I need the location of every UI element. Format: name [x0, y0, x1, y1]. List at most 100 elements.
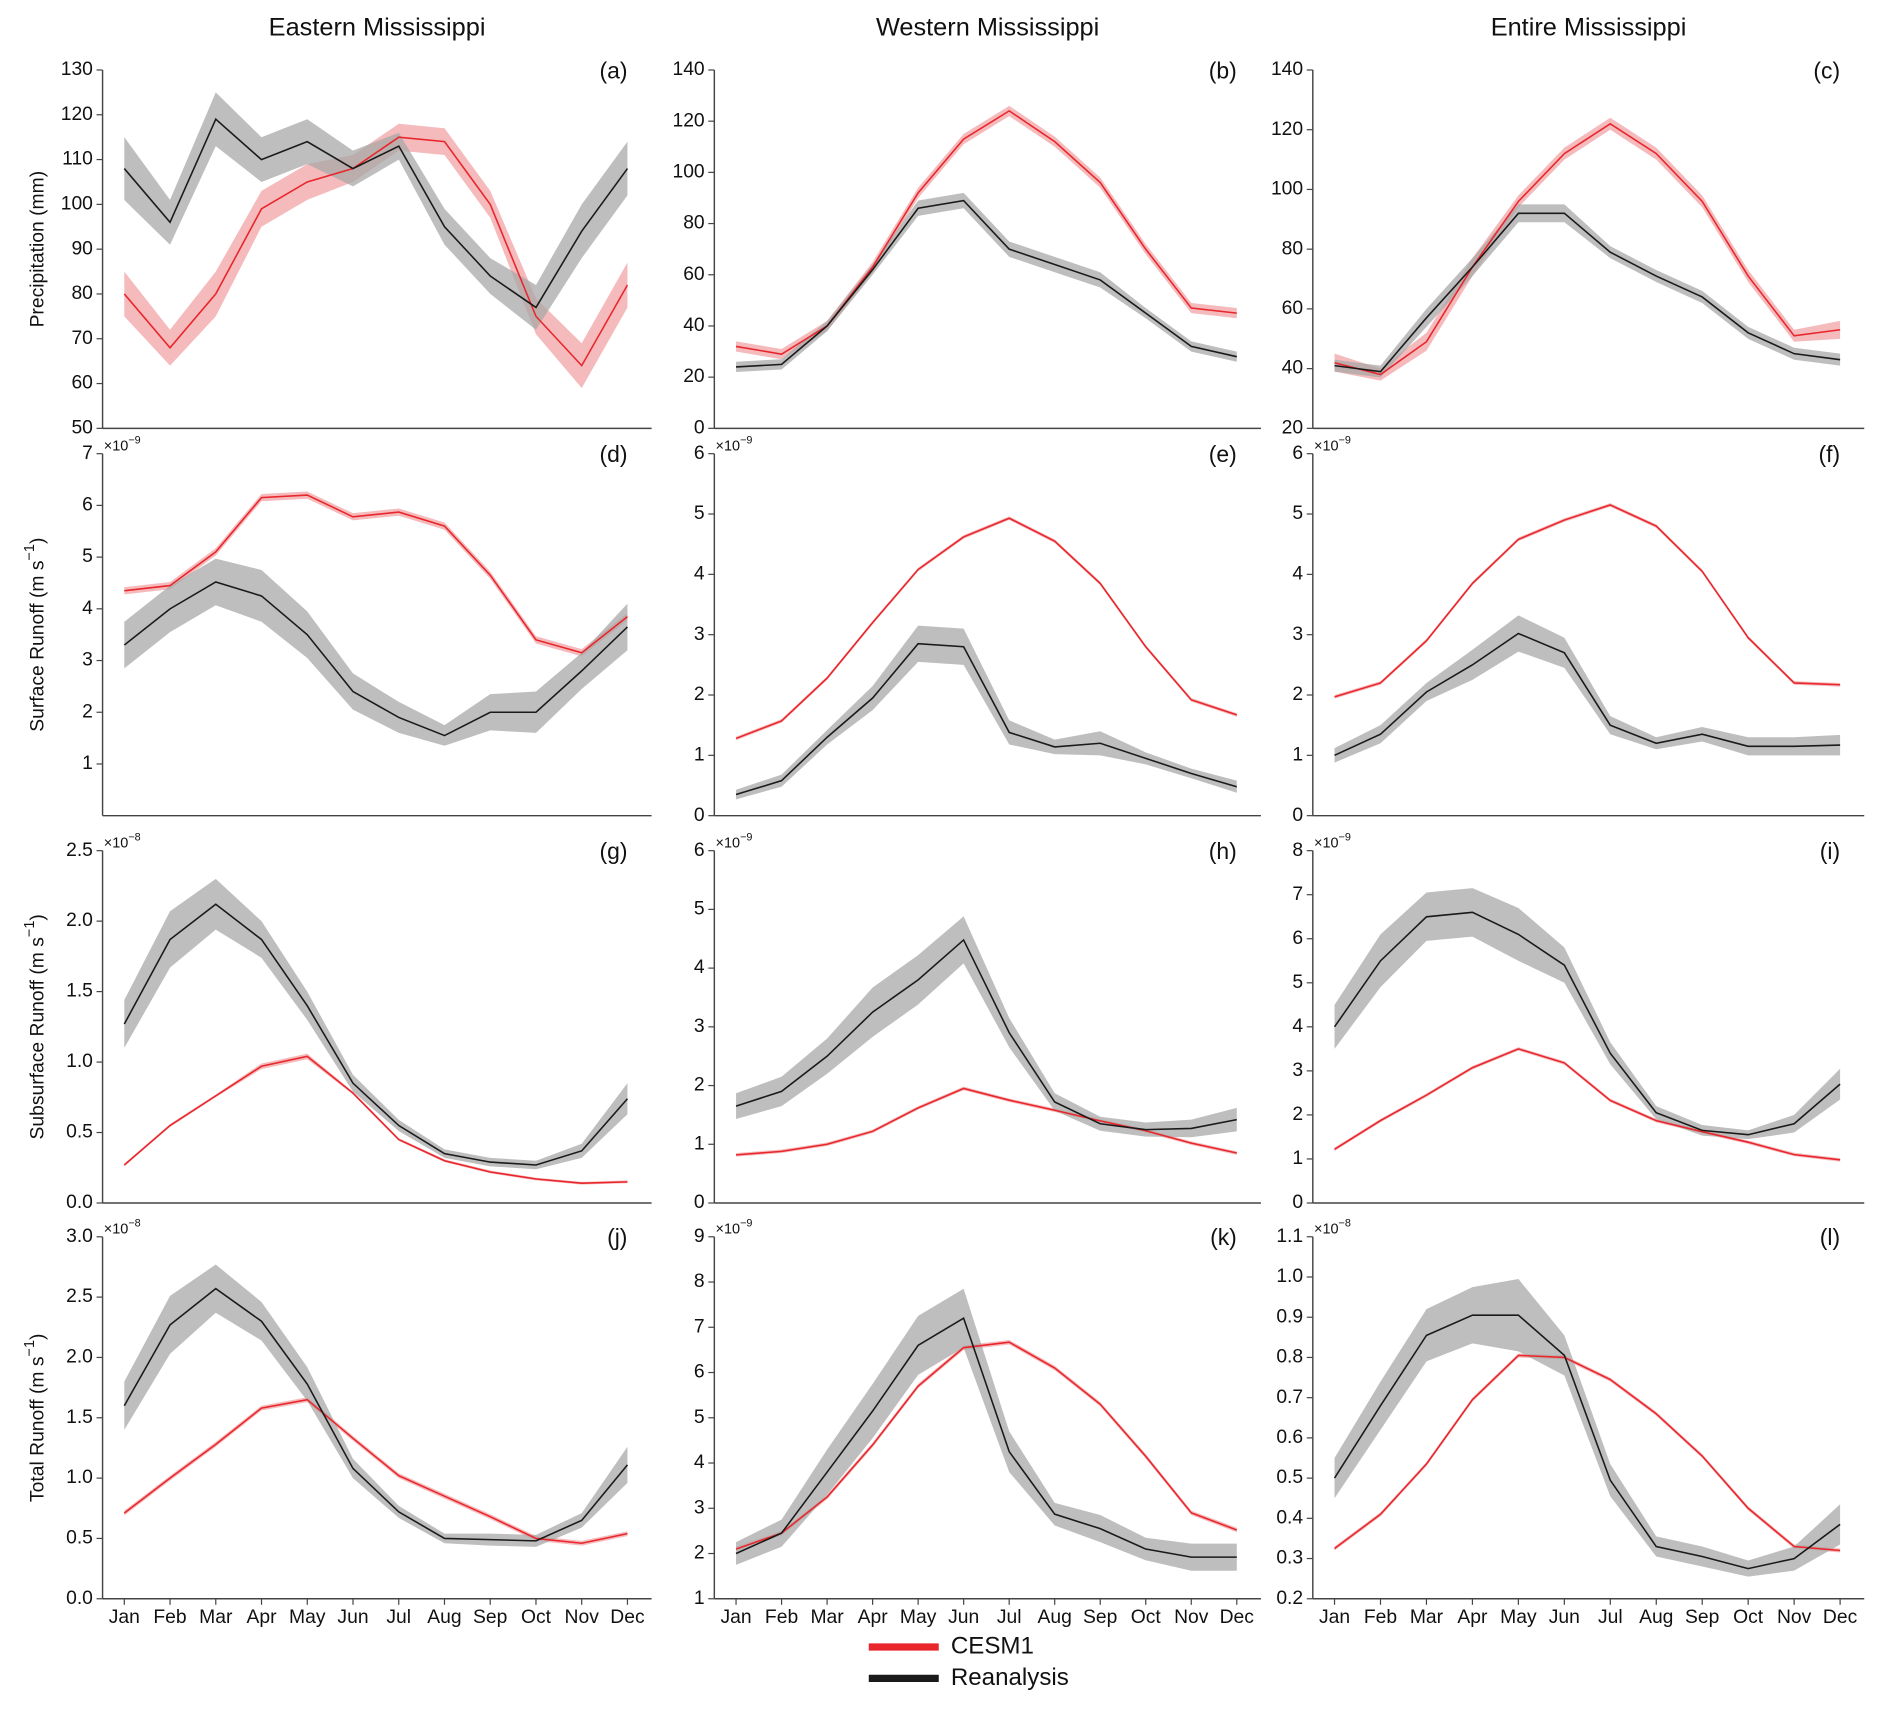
y-tick-label: 100 [61, 193, 93, 214]
axis-multiplier: ×10−8 [104, 1217, 141, 1237]
uncertainty-band [736, 916, 1237, 1138]
multiplier-base: ×10 [104, 835, 129, 851]
y-label-text: Precipitation (mm) [28, 171, 49, 328]
x-tick-label: Jul [386, 1607, 411, 1628]
y-tick-label: 2.0 [66, 1347, 93, 1368]
y-tick-label: 0.5 [66, 1528, 93, 1549]
x-tick-label: Apr [858, 1607, 889, 1628]
y-tick-label: 6 [1292, 443, 1303, 464]
y-tick-label: 1 [82, 753, 93, 774]
series-line [736, 199, 1237, 368]
x-tick-label: Oct [1131, 1607, 1162, 1628]
multiplier-exponent: −9 [740, 831, 752, 843]
multiplier-exponent: −9 [1339, 434, 1351, 446]
y-label-sup: −1 [22, 921, 38, 938]
legend-label: CESM1 [951, 1632, 1034, 1659]
multiplier-base: ×10 [104, 1221, 129, 1237]
y-tick-label: 4 [694, 1452, 705, 1473]
y-tick-label: 130 [61, 59, 93, 80]
panel-label: (d) [599, 441, 627, 467]
x-tick-label: Jul [1598, 1607, 1623, 1628]
y-tick-label: 5 [694, 503, 705, 524]
y-tick-label: 8 [694, 1271, 705, 1292]
y-axis-label: Precipitation (mm) [28, 171, 49, 328]
x-tick-label: Feb [153, 1607, 186, 1628]
x-tick-label: Jan [720, 1607, 751, 1628]
y-tick-label: 4 [1292, 563, 1303, 584]
y-tick-label: 3 [694, 624, 705, 645]
panel-label: (c) [1813, 57, 1840, 83]
y-tick-label: 1 [694, 1588, 705, 1609]
series-line [1333, 1314, 1841, 1570]
y-tick-label: 140 [672, 59, 704, 80]
y-tick-label: 1.0 [66, 1467, 93, 1488]
x-tick-label: Feb [1364, 1607, 1397, 1628]
y-tick-label: 0.8 [1276, 1347, 1303, 1368]
y-tick-label: 140 [1271, 59, 1303, 80]
axis-multiplier: ×10−9 [716, 831, 753, 851]
x-tick-label: Feb [765, 1607, 798, 1628]
y-tick-label: 1.5 [66, 1407, 93, 1428]
y-label-close: ) [28, 538, 49, 544]
axis-multiplier: ×10−9 [716, 1217, 753, 1237]
multiplier-base: ×10 [1314, 438, 1339, 454]
panel-label: (l) [1820, 1224, 1840, 1250]
y-tick-label: 3 [694, 1497, 705, 1518]
uncertainty-band [1334, 1353, 1841, 1553]
panel-label: (b) [1209, 57, 1237, 83]
y-tick-label: 3 [1292, 624, 1303, 645]
panel-label: (i) [1820, 838, 1840, 864]
x-tick-label: Aug [427, 1607, 461, 1628]
series-line [123, 1398, 628, 1545]
legend-label: Reanalysis [951, 1664, 1069, 1691]
y-tick-label: 0.0 [66, 1588, 93, 1609]
series-line [123, 1287, 629, 1542]
x-tick-label: Oct [1733, 1607, 1764, 1628]
series-line [735, 1341, 1238, 1550]
y-tick-label: 3 [82, 650, 93, 671]
uncertainty-band [124, 878, 628, 1170]
y-tick-label: 5 [694, 1407, 705, 1428]
series-line [735, 1087, 1237, 1156]
uncertainty-band [124, 92, 628, 330]
x-tick-label: Jan [109, 1607, 140, 1628]
x-tick-label: Jun [1549, 1607, 1580, 1628]
y-tick-label: 100 [672, 161, 704, 182]
y-tick-label: 0 [694, 417, 705, 438]
panel-label: (a) [599, 57, 627, 83]
y-tick-label: 1 [694, 744, 705, 765]
series-line [124, 494, 628, 654]
y-tick-label: 1 [1292, 1148, 1303, 1169]
column-title: Western Mississippi [876, 14, 1099, 42]
y-tick-label: 2 [82, 701, 93, 722]
y-tick-label: 3.0 [66, 1226, 93, 1247]
y-tick-label: 2 [694, 1543, 705, 1564]
series-line [123, 136, 629, 367]
axis-multiplier: ×10−9 [1314, 434, 1351, 454]
y-tick-label: 0 [694, 1192, 705, 1213]
multiplier-exponent: −9 [1339, 831, 1351, 843]
y-axis-label: Surface Runoff (m s−1) [22, 538, 49, 732]
series-line [1333, 911, 1841, 1136]
uncertainty-band [736, 1086, 1237, 1157]
y-label-text: Subsurface Runoff (m s [28, 937, 49, 1139]
series-line [1334, 212, 1841, 373]
uncertainty-band [124, 558, 628, 746]
y-tick-label: 0.4 [1276, 1507, 1303, 1528]
y-tick-label: 3 [1292, 1060, 1303, 1081]
y-tick-label: 7 [694, 1316, 705, 1337]
y-tick-label: 80 [71, 283, 92, 304]
x-tick-label: May [900, 1607, 937, 1628]
y-tick-label: 5 [1292, 972, 1303, 993]
column-title: Entire Mississippi [1491, 14, 1687, 42]
multiplier-exponent: −9 [740, 1217, 752, 1229]
y-label-sup: −1 [22, 1340, 38, 1357]
x-tick-label: Jul [997, 1607, 1022, 1628]
y-tick-label: 0.7 [1276, 1387, 1303, 1408]
multiplier-exponent: −8 [128, 831, 140, 843]
y-tick-label: 0.0 [66, 1192, 93, 1213]
y-label-text: Surface Runoff (m s [28, 561, 49, 732]
x-tick-label: Mar [199, 1607, 233, 1628]
x-tick-label: Jun [337, 1607, 368, 1628]
y-tick-label: 80 [683, 213, 704, 234]
